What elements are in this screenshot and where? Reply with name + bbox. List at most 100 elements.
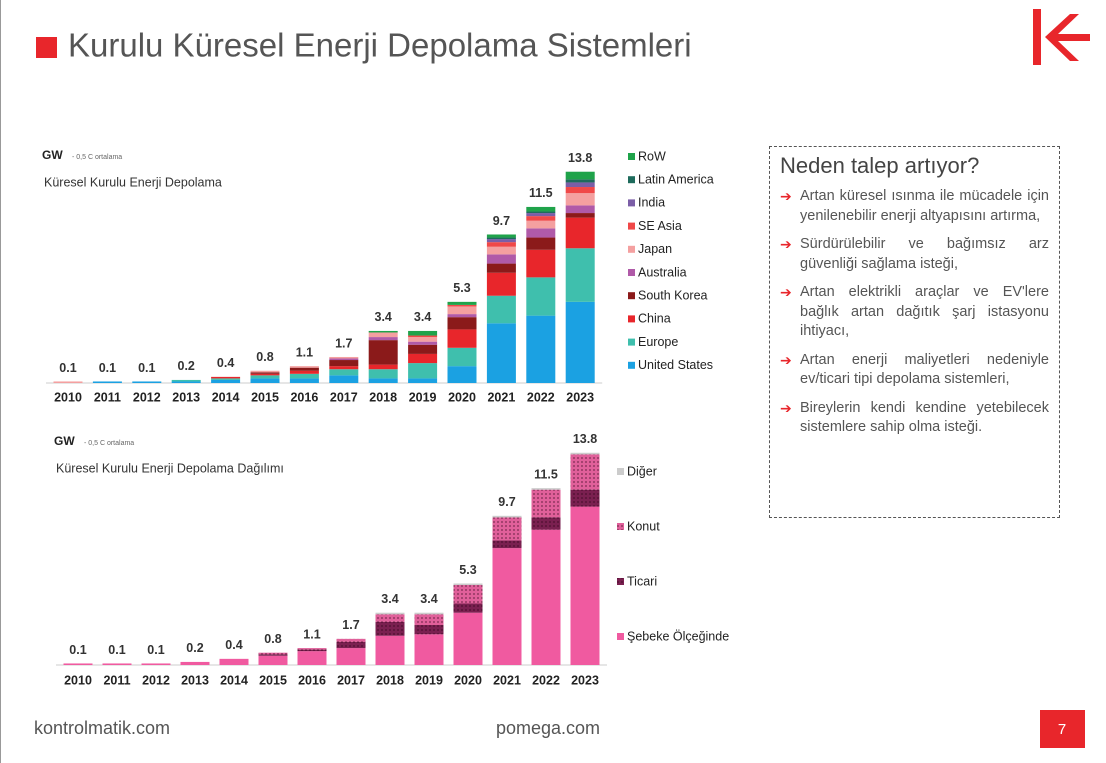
x-tick-label: 2020 (448, 390, 476, 404)
bar-segment (289, 378, 319, 383)
bar-segment (211, 378, 241, 380)
x-tick-label: 2016 (298, 673, 326, 687)
total-label: 1.1 (303, 627, 320, 641)
bar-segment (368, 369, 398, 379)
bar-pattern (375, 621, 405, 636)
bullet: Artan enerji maliyetleri nedeniyle ev/ti… (780, 351, 1049, 390)
bar-segment (250, 373, 280, 376)
legend-label: Ticari (627, 574, 657, 588)
bar-segment (408, 337, 438, 342)
bar-segment (486, 272, 516, 296)
bar-segment (368, 340, 398, 365)
legend-pattern (617, 578, 624, 585)
x-tick-label: 2012 (133, 390, 161, 404)
x-tick-label: 2018 (376, 673, 404, 687)
total-label: 0.2 (186, 641, 203, 655)
unit-label: GW (54, 434, 75, 448)
bar-segment (53, 381, 83, 383)
legend-label: Şebeke Ölçeğinde (627, 629, 729, 643)
x-tick-label: 2019 (415, 673, 443, 687)
bar-pattern (570, 454, 600, 490)
bar-segment (526, 315, 556, 383)
total-label: 9.7 (493, 214, 510, 228)
bar-segment (526, 220, 556, 229)
bar-segment (368, 378, 398, 383)
bar-segment (250, 375, 280, 379)
bar-segment (211, 376, 241, 379)
bar-segment (219, 658, 249, 665)
bar-segment (408, 363, 438, 379)
total-label: 0.1 (108, 643, 125, 657)
bar-segment (329, 369, 359, 376)
legend-swatch (628, 361, 635, 369)
x-tick-label: 2022 (532, 673, 560, 687)
unit-note: - 0,5 C ortalama (84, 440, 134, 447)
bar-segment (408, 344, 438, 354)
x-tick-label: 2015 (251, 390, 279, 404)
total-label: 3.4 (414, 310, 431, 324)
bar-segment (329, 360, 359, 367)
bar-pattern (492, 517, 522, 541)
bar-segment (368, 330, 398, 333)
total-label: 0.1 (59, 361, 76, 375)
bar-segment (526, 249, 556, 278)
bar-segment (141, 663, 171, 665)
bar-segment (486, 242, 516, 247)
bar-segment (408, 341, 438, 345)
legend-label: SE Asia (638, 219, 682, 233)
legend-label: Latin America (638, 172, 714, 186)
legend-pattern (617, 523, 624, 530)
bar-segment (486, 239, 516, 243)
total-label: 0.2 (178, 359, 195, 373)
footer-center: pomega.com (496, 718, 600, 738)
bar-pattern (531, 517, 561, 530)
legend-swatch (628, 245, 635, 253)
x-tick-label: 2019 (409, 390, 437, 404)
footer-left: kontrolmatik.com (34, 718, 170, 738)
x-tick-label: 2020 (454, 673, 482, 687)
bullet: Artan elektrikli araçlar ve EV'lere bağl… (780, 283, 1049, 342)
bar-segment (132, 381, 162, 383)
bar-segment (531, 488, 561, 490)
bar-segment (329, 358, 359, 361)
total-label: 1.7 (335, 336, 352, 350)
total-label: 5.3 (453, 281, 470, 295)
legend-label: Europe (638, 335, 678, 349)
bar-segment (329, 366, 359, 370)
bar-pattern (453, 603, 483, 613)
panel-heading: Neden talep artıyor? (780, 153, 980, 178)
bar-segment (526, 216, 556, 221)
bar-segment (447, 366, 477, 383)
bar-segment (486, 237, 516, 240)
legend-swatch (628, 176, 635, 184)
bar-segment (250, 370, 280, 373)
bar-segment (289, 370, 319, 374)
total-label: 3.4 (375, 310, 392, 324)
bar-segment (447, 329, 477, 348)
total-label: 0.1 (99, 361, 116, 375)
bar-segment (486, 263, 516, 273)
legend-swatch (628, 153, 635, 160)
bar-segment (447, 347, 477, 367)
bar-segment (486, 234, 516, 238)
bar-segment (250, 372, 280, 374)
bar-segment (180, 661, 210, 665)
legend-swatch (617, 633, 624, 640)
x-tick-label: 2012 (142, 673, 170, 687)
total-label: 0.4 (225, 638, 242, 652)
legend-swatch (617, 468, 624, 475)
bar-segment (408, 378, 438, 383)
legend-label: Australia (638, 265, 687, 279)
bar-segment (565, 193, 595, 206)
bar-segment (565, 187, 595, 194)
bar-segment (408, 330, 438, 336)
bar-segment (211, 379, 241, 383)
bar-pattern (258, 654, 288, 656)
page-number: 7 (1058, 721, 1066, 738)
bar-segment (526, 237, 556, 250)
bar-segment (565, 301, 595, 383)
bar-pattern (258, 652, 288, 655)
x-tick-label: 2015 (259, 673, 287, 687)
total-label: 0.1 (147, 643, 164, 657)
